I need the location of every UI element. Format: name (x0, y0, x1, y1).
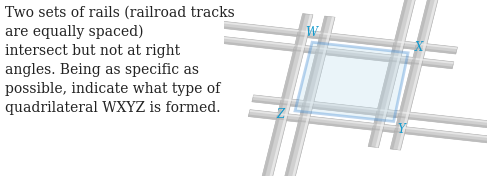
Polygon shape (249, 110, 487, 143)
Polygon shape (368, 0, 426, 148)
Text: X: X (414, 41, 423, 54)
Polygon shape (248, 115, 487, 148)
Polygon shape (375, 0, 426, 147)
Polygon shape (253, 95, 487, 128)
Polygon shape (248, 110, 487, 148)
Polygon shape (284, 17, 335, 176)
Polygon shape (369, 0, 419, 147)
Polygon shape (262, 14, 313, 176)
Polygon shape (170, 16, 457, 54)
Polygon shape (397, 0, 448, 150)
Polygon shape (170, 21, 456, 54)
Polygon shape (167, 30, 454, 69)
Polygon shape (295, 42, 408, 121)
Text: W: W (305, 26, 317, 39)
Polygon shape (168, 31, 454, 64)
Polygon shape (277, 16, 335, 176)
Polygon shape (171, 16, 457, 49)
Text: Two sets of rails (railroad tracks
are equally spaced)
intersect but not at righ: Two sets of rails (railroad tracks are e… (5, 5, 235, 115)
Polygon shape (167, 35, 453, 68)
Polygon shape (256, 14, 306, 176)
Polygon shape (390, 0, 448, 150)
Polygon shape (252, 100, 487, 133)
Polygon shape (391, 0, 441, 149)
Polygon shape (278, 16, 328, 176)
Polygon shape (252, 95, 487, 133)
Text: Z: Z (277, 108, 284, 121)
Text: Y: Y (398, 123, 405, 136)
Polygon shape (255, 14, 313, 176)
